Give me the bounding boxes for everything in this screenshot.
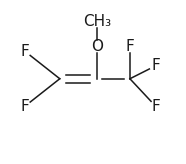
Text: F: F — [151, 99, 160, 114]
Text: F: F — [151, 58, 160, 73]
Text: CH₃: CH₃ — [83, 14, 111, 29]
Text: F: F — [20, 44, 29, 59]
Text: O: O — [91, 39, 103, 54]
Text: F: F — [126, 39, 134, 54]
Text: F: F — [20, 99, 29, 114]
